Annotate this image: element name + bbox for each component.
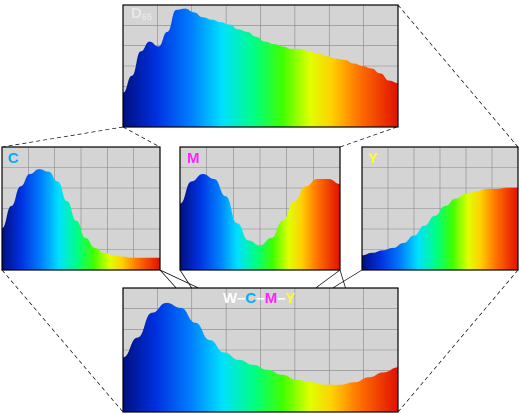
d65-panel-spectrum-curve [123, 8, 398, 127]
y-panel-spectrum-curve [362, 187, 518, 270]
wcmy-label: W–C–M–Y [223, 290, 296, 307]
d65-panel-border [122, 4, 399, 128]
m-panel-border [179, 146, 341, 271]
c-panel-spectrum-curve [2, 169, 160, 270]
y-label: Y [368, 150, 378, 167]
wcmy-panel-spectrum-curve [123, 302, 398, 412]
c-label: C [8, 150, 19, 167]
connector-lines [1, 4, 519, 413]
m-panel [179, 146, 341, 271]
d65-panel [122, 4, 399, 128]
d65-label: D65 [131, 5, 152, 22]
c-panel-border [1, 146, 161, 271]
y-panel-border [361, 146, 519, 271]
c-panel [1, 146, 161, 271]
wcmy-panel [122, 287, 399, 413]
y-panel [361, 146, 519, 271]
wcmy-panel-border [122, 287, 399, 413]
m-panel-spectrum-curve [180, 174, 340, 270]
m-label: M [187, 150, 200, 167]
